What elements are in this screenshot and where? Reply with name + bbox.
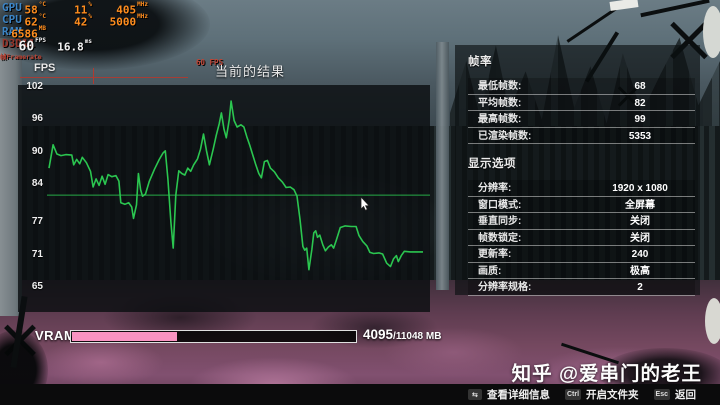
framerate-stat-label: 已渲染帧数:: [478, 130, 532, 142]
osd-value: 5000MHz: [109, 13, 148, 29]
osd-value: 16.8ms: [57, 37, 92, 54]
display-option-value: 全屏幕: [625, 199, 655, 211]
hotkey-hint[interactable]: Ctrl 开启文件夹: [564, 387, 639, 402]
display-option-row: 分辨率规格: 2: [468, 279, 695, 296]
watermark: 知乎 @爱串门的老王: [511, 363, 702, 385]
fps-series-line: [48, 100, 423, 271]
display-option-label: 分辨率:: [478, 183, 512, 194]
display-options-header: 显示选项: [468, 158, 516, 170]
results-panel: 帧率 最低帧数: 68 平均帧数: 82 最高帧数: 99 已渲染帧数: 5353 显示选项 …: [455, 45, 700, 296]
framerate-stat-label: 最低帧数:: [478, 81, 522, 92]
hotkey-hint-label: 查看详细信息: [486, 389, 550, 401]
vram-total-value: /11048 MB: [393, 331, 442, 342]
y-axis-tick: 65: [31, 281, 43, 292]
osd-label-ram: RAM: [2, 25, 22, 38]
display-option-label: 窗口模式:: [478, 199, 522, 211]
osd-value: 62°C: [24, 13, 46, 29]
framerate-stats: 最低帧数: 68 平均帧数: 82 最高帧数: 99 已渲染帧数: 5353: [468, 78, 700, 144]
fps-axis-title: FPS: [34, 62, 56, 74]
hotkey-hint-label: 返回: [675, 389, 696, 401]
display-options: 分辨率: 1920 x 1080 窗口模式: 全屏幕 垂直同步: 关闭 帧数锁定: 关闭 更新率…: [468, 180, 700, 296]
osd-label-cpu: CPU: [2, 13, 22, 26]
background-cliff: [0, 38, 22, 316]
framerate-stat-value: 99: [634, 114, 646, 125]
fps-line-chart: [47, 100, 430, 271]
y-axis-tick: 71: [31, 248, 43, 260]
osd-value: 11%: [74, 1, 92, 17]
framerate-stat-value: 5353: [628, 130, 652, 142]
display-option-row: 帧数锁定: 关闭: [468, 229, 695, 246]
paper-bit: [705, 298, 720, 344]
display-option-row: 更新率: 240: [468, 246, 695, 263]
osd-label-gpu: GPU: [2, 1, 22, 14]
hotkey-hint[interactable]: Esc 返回: [653, 387, 696, 402]
display-option-row: 画质: 极高: [468, 262, 695, 279]
framerate-stat-row: 已渲染帧数: 5353: [468, 127, 695, 144]
display-option-label: 画质:: [478, 265, 502, 277]
osd-value: 60FPS: [18, 37, 47, 55]
osd-row-d3d11: D3D11 60FPS 16.8ms: [2, 37, 232, 55]
osd-value: 6586MB: [11, 25, 46, 41]
display-option-value: 关闭: [630, 216, 650, 227]
framerate-stat-label: 平均帧数:: [478, 97, 522, 109]
osd-value: 42%: [74, 13, 92, 29]
display-option-label: 分辨率规格:: [478, 282, 532, 293]
display-option-value: 2: [637, 282, 643, 293]
osd-framerate-label: 帧Framerate: [0, 53, 42, 61]
osd-framerate-graph-marker: [93, 68, 94, 84]
osd-fps-marker: 60 FPS: [196, 58, 224, 67]
display-option-label: 帧数锁定:: [478, 232, 522, 244]
y-axis-tick: 84: [31, 178, 43, 190]
ctrl-key-icon: Ctrl: [564, 389, 582, 400]
y-axis-tick: 90: [31, 145, 43, 157]
framerate-stat-row: 最低帧数: 68: [468, 78, 695, 95]
osd-value: 58°C: [24, 1, 46, 17]
display-option-row: 窗口模式: 全屏幕: [468, 196, 695, 213]
display-option-value: 极高: [630, 265, 650, 277]
framerate-stat-label: 最高帧数:: [478, 114, 522, 125]
y-axis-tick: 77: [31, 216, 43, 228]
osd-row-cpu: CPU 62°C 42% 5000MHz: [2, 13, 232, 29]
display-option-row: 分辨率: 1920 x 1080: [468, 180, 695, 197]
hotkey-hints: ⇆ 查看详细信息 Ctrl 开启文件夹 Esc 返回: [467, 387, 696, 402]
framerate-stat-value: 82: [634, 97, 646, 109]
vram-label: VRAM: [35, 328, 76, 343]
osd-framerate-graph-line: [20, 77, 188, 78]
display-option-value: 1920 x 1080: [612, 183, 668, 194]
vram-usage-text: 4095/11048 MB: [363, 326, 441, 344]
framerate-stat-value: 68: [634, 81, 646, 92]
hotkey-hint[interactable]: ⇆ 查看详细信息: [467, 387, 550, 402]
background-tree-trunk: [436, 42, 449, 290]
osd-row-gpu: GPU 58°C 11% 405MHz: [2, 1, 232, 17]
osd-stat-rows: GPU 58°C 11% 405MHz CPU 62°C 42% 5000MHz RAM 6586…: [2, 1, 232, 55]
display-option-row: 垂直同步: 关闭: [468, 213, 695, 230]
osd-value: 405MHz: [116, 1, 148, 17]
osd-row-ram: RAM 6586MB: [2, 25, 232, 41]
display-option-value: 240: [631, 249, 649, 260]
bottom-hotkey-bar: ⇆ 查看详细信息 Ctrl 开启文件夹 Esc 返回: [0, 384, 720, 405]
vram-usage-bar: [70, 330, 357, 343]
hotkey-hint-label: 开启文件夹: [586, 389, 639, 401]
mouse-cursor: [360, 197, 370, 211]
paper-bit: [703, 6, 720, 58]
osd-overlay: GPU 58°C 11% 405MHz CPU 62°C 42% 5000MHz RAM 6586…: [2, 1, 232, 64]
y-axis-tick: 102: [26, 81, 43, 92]
vram-used-value: 4095: [363, 327, 394, 342]
osd-label-d3d11: D3D11: [2, 37, 36, 50]
framerate-section-header: 帧率: [468, 56, 492, 68]
benchmark-title: 当前的结果: [215, 64, 286, 79]
tab-key-icon: ⇆: [467, 389, 482, 400]
vram-usage-fill: [72, 332, 177, 341]
esc-key-icon: Esc: [653, 389, 670, 400]
framerate-stat-row: 平均帧数: 82: [468, 94, 695, 111]
y-axis-tick: 96: [31, 113, 43, 125]
framerate-stat-row: 最高帧数: 99: [468, 111, 695, 128]
display-option-value: 关闭: [630, 232, 650, 244]
display-option-label: 垂直同步:: [478, 216, 522, 227]
display-option-label: 更新率:: [478, 249, 512, 260]
